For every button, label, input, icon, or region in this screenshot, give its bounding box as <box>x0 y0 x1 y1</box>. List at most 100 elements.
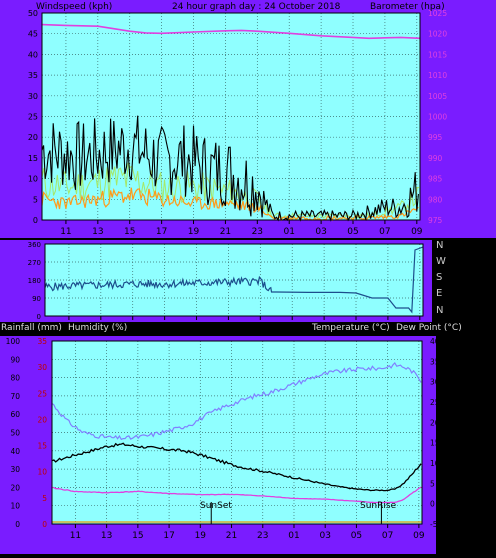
direction-label-north-bottom: N <box>436 305 444 316</box>
y-tick-label-humidity: 50 <box>10 429 20 438</box>
x-tick-label: 13 <box>101 531 112 541</box>
x-tick-label: 17 <box>163 531 174 541</box>
y-tick-label-rainfall: 5 <box>42 494 47 503</box>
y-tick-label-humidity: 90 <box>10 355 20 364</box>
wind-barometer-chart: 11 13 15 17 19 21 23 01 03 05 07 090510152025303540… <box>0 0 496 238</box>
x-tick-label: 19 <box>195 531 207 541</box>
y-tick-label-temperature: -5 <box>430 520 438 529</box>
y-tick-label-direction: 360 <box>28 241 41 249</box>
x-tick-label: 07 <box>379 227 390 237</box>
graph-title: 24 hour graph day : 24 October 2018 <box>172 2 341 12</box>
y-tick-label-barometer: 1020 <box>428 30 447 39</box>
wind-direction-line <box>44 246 424 314</box>
wind-direction-panel: 0 90 180 270 360 N W S E N <box>0 240 496 322</box>
x-tick-label: 11 <box>60 227 71 237</box>
x-tick-label: 19 <box>188 227 200 237</box>
sunrise-label: SunRise <box>360 501 397 511</box>
y-tick-label-humidity: 40 <box>10 447 20 456</box>
y-tick-label-humidity: 60 <box>10 410 20 419</box>
y-tick-label-windspeed: 35 <box>28 71 38 80</box>
direction-label-south: S <box>436 272 443 283</box>
sunset-label: SunSet <box>200 501 232 511</box>
y-tick-label-windspeed: 25 <box>28 113 38 122</box>
humidity-axis-label: Humidity (%) <box>68 323 128 333</box>
y-tick-label-humidity: 80 <box>10 374 20 383</box>
y-tick-label-barometer: 1000 <box>428 113 447 122</box>
wind-direction-chart: 0 90 180 270 360 <box>0 240 432 322</box>
x-tick-label: 09 <box>413 531 425 541</box>
y-tick-label-temperature: 10 <box>430 459 440 468</box>
y-tick-label-windspeed: 30 <box>28 92 38 101</box>
x-tick-label: 23 <box>252 227 263 237</box>
gust-line <box>41 162 420 220</box>
wind-barometer-panel: 11 13 15 17 19 21 23 01 03 05 07 09 0 5 10 15 20 25 30 35 40… <box>0 0 496 238</box>
y-tick-label-windspeed: 15 <box>28 154 38 163</box>
windspeed-line <box>41 115 419 222</box>
y-tick-label-windspeed: 20 <box>28 133 38 142</box>
x-tick-label: 05 <box>347 227 358 237</box>
y-tick-label-temperature: 40 <box>430 337 440 346</box>
barometer-line <box>41 23 421 40</box>
y-tick-label-barometer: 985 <box>428 175 443 184</box>
y-tick-label-humidity: 30 <box>10 465 20 474</box>
y-tick-label-temperature: 35 <box>430 357 440 366</box>
temperature-line <box>51 442 422 492</box>
humidity-line <box>51 362 422 441</box>
y-tick-label-temperature: 0 <box>430 500 435 509</box>
y-tick-label-rainfall: 30 <box>37 363 47 372</box>
x-tick-label: 01 <box>288 531 299 541</box>
temp-humidity-panel: 11 13 15 17 19 21 23 01 03 05 07 09 0 10 20 30 40 50 60 70 8… <box>0 336 496 554</box>
x-tick-label: 23 <box>257 531 268 541</box>
x-tick-label: 21 <box>226 531 237 541</box>
windspeed-axis-label: Windspeed (kph) <box>36 2 113 12</box>
y-tick-label-direction: 0 <box>37 313 41 321</box>
y-tick-label-humidity: 10 <box>10 502 20 511</box>
y-tick-label-temperature: 15 <box>430 439 440 448</box>
direction-label-east: E <box>436 288 443 299</box>
y-tick-label-temperature: 5 <box>430 479 435 488</box>
y-tick-label-direction: 180 <box>28 277 41 285</box>
y-tick-label-barometer: 975 <box>428 216 443 225</box>
y-tick-label-barometer: 1015 <box>428 50 447 59</box>
y-tick-label-direction: 270 <box>28 259 41 267</box>
y-tick-label-humidity: 20 <box>10 483 20 492</box>
temperature-axis-label: Temperature (°C) <box>312 323 390 333</box>
y-tick-label-rainfall: 25 <box>37 389 47 398</box>
y-tick-label-temperature: 20 <box>430 418 440 427</box>
y-tick-label-windspeed: 45 <box>28 30 38 39</box>
plot-border <box>44 243 424 317</box>
barometer-axis-label: Barometer (hpa) <box>370 2 445 12</box>
y-tick-label-humidity: 100 <box>6 337 21 346</box>
dewpoint-line <box>51 486 422 504</box>
x-tick-label: 15 <box>124 227 135 237</box>
y-tick-label-windspeed: 50 <box>28 9 38 18</box>
y-tick-label-humidity: 0 <box>15 520 20 529</box>
direction-label-north-top: N <box>436 240 444 251</box>
y-tick-label-barometer: 990 <box>428 154 443 163</box>
dewpoint-axis-label: Dew Point (°C) <box>396 323 462 333</box>
y-tick-label-temperature: 25 <box>430 398 440 407</box>
y-tick-label-windspeed: 5 <box>33 195 38 204</box>
x-tick-label: 07 <box>382 531 393 541</box>
y-tick-label-barometer: 1010 <box>428 71 447 80</box>
temp-humidity-chart: 11 13 15 17 19 21 23 01 03 05 07 090102030405060708… <box>0 336 440 554</box>
plot-area <box>52 341 422 524</box>
y-tick-label-rainfall: 0 <box>42 520 47 529</box>
y-tick-label-barometer: 1025 <box>428 9 447 18</box>
y-tick-label-barometer: 995 <box>428 133 443 142</box>
x-tick-label: 03 <box>315 227 326 237</box>
x-tick-label: 17 <box>156 227 167 237</box>
y-tick-label-temperature: 30 <box>430 378 440 387</box>
plot-border <box>51 340 423 525</box>
x-tick-label: 05 <box>351 531 362 541</box>
x-tick-label: 11 <box>70 531 81 541</box>
y-tick-label-windspeed: 40 <box>28 50 38 59</box>
rainfall-axis-label: Rainfall (mm) <box>1 323 62 333</box>
x-tick-label: 01 <box>283 227 294 237</box>
y-tick-label-windspeed: 10 <box>28 175 38 184</box>
y-tick-label-barometer: 1005 <box>428 92 447 101</box>
x-tick-label: 09 <box>411 227 423 237</box>
y-tick-label-rainfall: 20 <box>37 415 47 424</box>
x-tick-label: 21 <box>220 227 231 237</box>
